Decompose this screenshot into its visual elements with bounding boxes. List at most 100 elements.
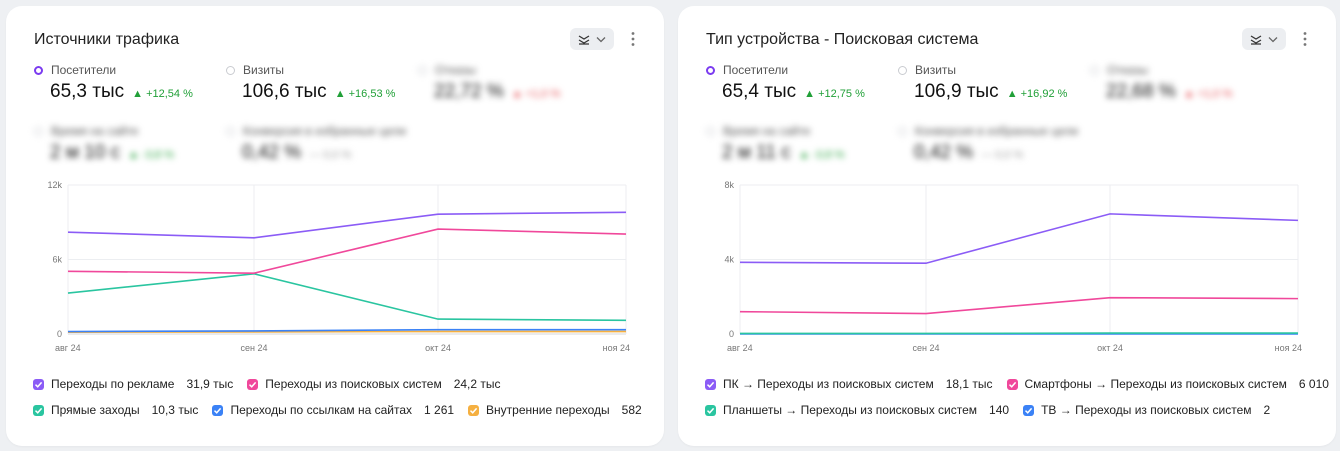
legend-total: 1 261: [424, 403, 455, 417]
radio-icon[interactable]: [1090, 65, 1099, 75]
widget-title: Источники трафика: [34, 31, 180, 48]
metric-1[interactable]: Визиты 106,6 тыс ▲ +16,53 %: [226, 63, 395, 103]
y-tick-label: 6k: [52, 255, 62, 265]
legend-row: Планшеты → Переходы из поисковых систем 1…: [705, 403, 1284, 417]
metric-2[interactable]: Отказы 22,72 % ▲ +1,0 %: [418, 63, 560, 103]
metric-value: 65,3 тыс: [50, 81, 125, 102]
radio-icon[interactable]: [34, 126, 43, 136]
radio-icon[interactable]: [34, 65, 43, 75]
metric-label: Отказы: [435, 63, 477, 77]
y-tick-label: 0: [729, 329, 734, 339]
metric-delta: ▲ +12,54 %: [132, 88, 193, 100]
series-line: [67, 228, 627, 274]
legend-total: 18,1 тыс: [945, 377, 993, 391]
metric-value: 22,68 %: [1106, 81, 1176, 102]
x-tick-label: авг 24: [55, 343, 81, 353]
radio-icon[interactable]: [418, 65, 427, 75]
legend-item[interactable]: ПК → Переходы из поисковых систем 18,1 ты…: [705, 377, 993, 391]
radio-icon[interactable]: [226, 126, 235, 136]
metric-delta: — 0,0 %: [309, 149, 352, 161]
metric-value: 0,42 %: [914, 142, 974, 163]
x-tick-label: окт 24: [425, 343, 451, 353]
metric-label: Посетители: [51, 63, 117, 77]
metric-4[interactable]: Конверсия в избранные цели 0,42 % — 0,0 %: [898, 124, 1078, 164]
metric-label: Посетители: [723, 63, 789, 77]
legend-label: Переходы по ссылкам на сайтах: [230, 403, 413, 417]
y-tick-label: 0: [57, 329, 62, 339]
metric-delta: ▲ +1,0 %: [1183, 88, 1233, 100]
checkbox-icon[interactable]: [212, 404, 224, 416]
checkbox-icon[interactable]: [468, 404, 480, 416]
legend-label: Смартфоны → Переходы из поисковых систем: [1024, 377, 1287, 391]
legend-item[interactable]: Прямые заходы 10,3 тыс: [33, 403, 198, 417]
radio-icon[interactable]: [226, 65, 235, 75]
metric-delta: ▲ -3,8 %: [798, 149, 845, 161]
radio-icon[interactable]: [898, 65, 907, 75]
y-tick-label: 8k: [724, 180, 734, 190]
checkbox-icon[interactable]: [1023, 404, 1035, 416]
legend-row: Прямые заходы 10,3 тыс Переходы по ссылкам…: [33, 403, 656, 417]
metric-delta: ▲ -3,8 %: [128, 149, 174, 161]
legend-item[interactable]: Планшеты → Переходы из поисковых систем 1…: [705, 403, 1009, 417]
legend-total: 31,9 тыс: [186, 377, 234, 391]
metric-label: Отказы: [1107, 63, 1149, 77]
more-icon[interactable]: [630, 31, 636, 47]
legend-total: 582: [621, 403, 642, 417]
metric-label: Визиты: [915, 63, 957, 77]
series-line: [67, 328, 626, 333]
metric-0[interactable]: Посетители 65,3 тыс ▲ +12,54 %: [34, 63, 193, 103]
radio-icon[interactable]: [706, 126, 715, 136]
checkbox-icon[interactable]: [247, 378, 259, 390]
legend-item[interactable]: Переходы по рекламе 31,9 тыс: [33, 377, 233, 391]
chevron-down-icon: [596, 37, 606, 43]
legend-item[interactable]: Переходы по ссылкам на сайтах 1 261: [212, 403, 454, 417]
legend-label: Прямые заходы: [51, 403, 140, 417]
radio-icon[interactable]: [898, 126, 907, 136]
legend-item[interactable]: ТВ → Переходы из поисковых систем 2: [1023, 403, 1270, 417]
legend-item[interactable]: Переходы из поисковых систем 24,2 тыс: [247, 377, 501, 391]
x-tick-label: сен 24: [241, 343, 268, 353]
checkbox-icon[interactable]: [1006, 378, 1018, 390]
metric-label: Конверсия в избранные цели: [243, 124, 407, 138]
legend-total: 140: [989, 403, 1010, 417]
y-tick-label: 4k: [724, 255, 734, 265]
metric-value: 0,42 %: [242, 142, 302, 163]
y-tick-label: 12k: [47, 180, 62, 190]
radio-icon[interactable]: [706, 65, 715, 75]
metric-0[interactable]: Посетители 65,4 тыс ▲ +12,75 %: [706, 63, 865, 103]
metric-3[interactable]: Время на сайте 2 м 11 с ▲ -3,8 %: [706, 124, 844, 164]
metric-1[interactable]: Визиты 106,9 тыс ▲ +16,92 %: [898, 63, 1067, 103]
metric-3[interactable]: Время на сайте 2 м 10 с ▲ -3,8 %: [34, 124, 174, 164]
legend-item[interactable]: Смартфоны → Переходы из поисковых систем…: [1006, 377, 1329, 391]
legend-total: 24,2 тыс: [453, 377, 501, 391]
metric-delta: ▲ +16,53 %: [334, 88, 396, 100]
series-line: [67, 272, 627, 322]
metric-value: 2 м 10 с: [50, 142, 121, 163]
metric-label: Конверсия в избранные цели: [915, 124, 1079, 138]
chart-settings-button[interactable]: [570, 28, 614, 50]
series-line: [67, 211, 627, 239]
legend-label: Переходы из поисковых систем: [265, 377, 442, 391]
metric-2[interactable]: Отказы 22,68 % ▲ +1,0 %: [1090, 63, 1232, 103]
checkbox-icon[interactable]: [33, 378, 44, 390]
series-line: [67, 330, 626, 333]
metric-delta: ▲ +1,0 %: [511, 88, 561, 100]
line-chart: 0 4k 8k авг 24 сен 24 окт 24 ноя 24: [724, 180, 1302, 353]
more-icon[interactable]: [1302, 31, 1308, 47]
traffic-sources-widget: Источники трафика Посетители 65,3 тыс ▲ +1…: [6, 6, 664, 446]
legend-total: 6 010: [1298, 377, 1329, 391]
legend-label: Внутренние переходы: [486, 403, 610, 417]
checkbox-icon[interactable]: [705, 404, 716, 416]
legend-item[interactable]: Внутренние переходы 582: [468, 403, 642, 417]
legend-label: ПК → Переходы из поисковых систем: [723, 377, 934, 391]
checkbox-icon[interactable]: [33, 404, 44, 416]
metric-4[interactable]: Конверсия в избранные цели 0,42 % — 0,0 %: [226, 124, 406, 164]
metric-value: 2 м 11 с: [722, 142, 791, 163]
legend-row: ПК → Переходы из поисковых систем 18,1 ты…: [705, 377, 1340, 391]
legend-label: Переходы по рекламе: [51, 377, 175, 391]
checkbox-icon[interactable]: [705, 378, 716, 390]
x-tick-label: ноя 24: [603, 343, 630, 353]
metric-value: 106,9 тыс: [914, 81, 999, 102]
chart-settings-button[interactable]: [1242, 28, 1286, 50]
widget-title: Тип устройства - Поисковая система: [706, 31, 979, 48]
